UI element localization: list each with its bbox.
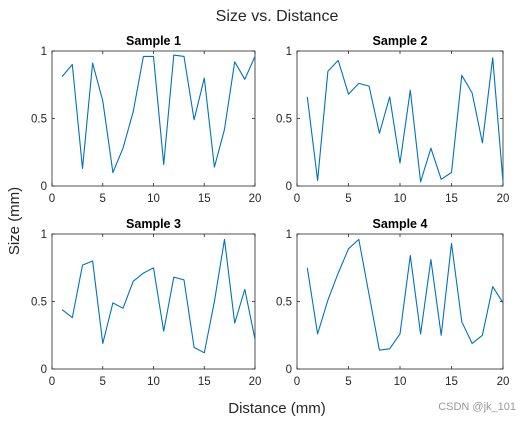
subplot-2-xtick-label: 10	[394, 193, 407, 205]
subplot-4-series-line	[306, 238, 504, 351]
subplot-2-ytick-label: 0.5	[276, 114, 292, 126]
subplot-1-xtick-label: 0	[49, 193, 55, 205]
subplot-3-xtick-label: 10	[147, 376, 160, 388]
subplot-1: Sample 1 0 5 10 15 20 0 0.5 1	[31, 34, 261, 205]
subplot-3-ytick-label: 1	[41, 229, 47, 241]
subplot-2-title: Sample 2	[373, 34, 428, 48]
figure-xlabel: Distance (mm)	[228, 400, 326, 417]
subplot-4-xtick-label: 15	[445, 376, 458, 388]
watermark: CSDN @jk_101	[438, 401, 516, 413]
subplot-4-ytick-label: 1	[286, 229, 292, 241]
subplot-3-xtick-label: 20	[249, 376, 262, 388]
subplot-3-title: Sample 3	[126, 217, 181, 231]
subplot-3-ytick-label: 0	[41, 364, 47, 376]
subplot-1-ytick-label: 0	[41, 181, 47, 193]
subplot-1-xtick-label: 10	[147, 193, 160, 205]
subplot-1-xtick-label: 20	[249, 193, 262, 205]
subplot-4: Sample 4 0 5 10 15 20 0 0.5 1	[276, 217, 509, 388]
subplot-4-xtick-label: 0	[294, 376, 300, 388]
subplot-1-xtick-label: 5	[100, 193, 106, 205]
subplot-1-xtick-label: 15	[198, 193, 211, 205]
subplot-3-ytick-label: 0.5	[31, 297, 47, 309]
subplot-2-xtick-label: 20	[497, 193, 510, 205]
subplot-3-series-line	[61, 238, 256, 354]
subplot-3-xtick-label: 0	[49, 376, 55, 388]
subplot-3-xtick-label: 5	[100, 376, 106, 388]
subplot-4-xtick-label: 5	[345, 376, 351, 388]
subplot-1-ytick-label: 0.5	[31, 114, 47, 126]
subplot-3-xtick-label: 15	[198, 376, 211, 388]
subplot-4-xtick-label: 20	[497, 376, 510, 388]
subplot-2-xtick-label: 5	[345, 193, 351, 205]
subplot-1-title: Sample 1	[126, 34, 181, 48]
subplot-2-series-line	[306, 57, 504, 183]
subplot-4-ytick-label: 0.5	[276, 297, 292, 309]
subplot-1-ytick-label: 1	[41, 46, 47, 58]
subplot-4-title: Sample 4	[373, 217, 428, 231]
figure-title: Size vs. Distance	[216, 8, 339, 25]
subplot-4-ytick-label: 0	[286, 364, 292, 376]
subplot-2-xtick-label: 0	[294, 193, 300, 205]
subplot-3: Sample 3 0 5 10 15 20 0 0.5 1	[31, 217, 261, 388]
figure-ylabel: Size (mm)	[6, 187, 23, 255]
subplot-4-axes-frame	[296, 233, 504, 370]
subplot-2: Sample 2 0 5 10 15 20 0 0.5 1	[276, 34, 509, 205]
subplot-4-xtick-label: 10	[394, 376, 407, 388]
subplot-1-series-line	[61, 54, 256, 174]
subplot-2-ytick-label: 0	[286, 181, 292, 193]
subplot-2-ytick-label: 1	[286, 46, 292, 58]
subplot-1-axes-frame	[51, 50, 256, 187]
subplot-2-xtick-label: 15	[445, 193, 458, 205]
subplot-3-axes-frame	[51, 233, 256, 370]
